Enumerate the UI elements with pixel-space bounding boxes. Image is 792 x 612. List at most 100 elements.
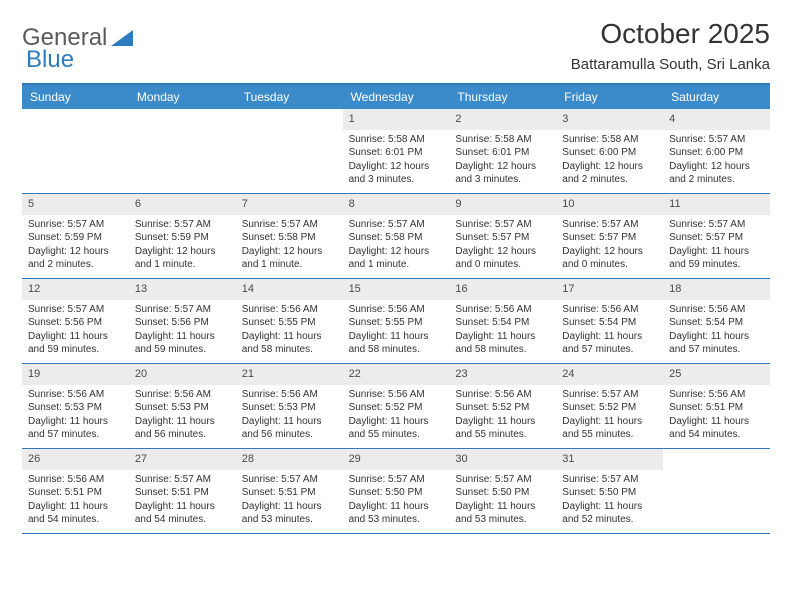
daylight-text: Daylight: 11 hours and 54 minutes. bbox=[28, 500, 123, 527]
cell-content: Sunrise: 5:58 AMSunset: 6:01 PMDaylight:… bbox=[343, 130, 450, 193]
cell-content: Sunrise: 5:58 AMSunset: 6:00 PMDaylight:… bbox=[556, 130, 663, 193]
sunset-text: Sunset: 5:51 PM bbox=[28, 486, 123, 500]
cell-content: Sunrise: 5:58 AMSunset: 6:01 PMDaylight:… bbox=[449, 130, 556, 193]
calendar-cell: 12Sunrise: 5:57 AMSunset: 5:56 PMDayligh… bbox=[22, 279, 129, 363]
calendar-cell: 25Sunrise: 5:56 AMSunset: 5:51 PMDayligh… bbox=[663, 364, 770, 448]
day-number: 14 bbox=[236, 279, 343, 300]
sunrise-text: Sunrise: 5:56 AM bbox=[242, 303, 337, 317]
location-text: Battaramulla South, Sri Lanka bbox=[571, 56, 770, 73]
sunset-text: Sunset: 5:51 PM bbox=[135, 486, 230, 500]
day-headers-row: Sunday Monday Tuesday Wednesday Thursday… bbox=[22, 85, 770, 109]
sunset-text: Sunset: 5:55 PM bbox=[349, 316, 444, 330]
day-number: 24 bbox=[556, 364, 663, 385]
calendar-cell: 9Sunrise: 5:57 AMSunset: 5:57 PMDaylight… bbox=[449, 194, 556, 278]
sunset-text: Sunset: 5:58 PM bbox=[349, 231, 444, 245]
cell-content: Sunrise: 5:57 AMSunset: 5:50 PMDaylight:… bbox=[343, 470, 450, 533]
sunrise-text: Sunrise: 5:56 AM bbox=[669, 388, 764, 402]
daylight-text: Daylight: 11 hours and 58 minutes. bbox=[242, 330, 337, 357]
day-number: 31 bbox=[556, 449, 663, 470]
cell-content bbox=[663, 470, 770, 479]
daylight-text: Daylight: 12 hours and 1 minute. bbox=[135, 245, 230, 272]
sunrise-text: Sunrise: 5:56 AM bbox=[669, 303, 764, 317]
daylight-text: Daylight: 11 hours and 59 minutes. bbox=[28, 330, 123, 357]
sunrise-text: Sunrise: 5:57 AM bbox=[28, 303, 123, 317]
cell-content: Sunrise: 5:56 AMSunset: 5:51 PMDaylight:… bbox=[663, 385, 770, 448]
calendar-cell: 29Sunrise: 5:57 AMSunset: 5:50 PMDayligh… bbox=[343, 449, 450, 533]
sunset-text: Sunset: 5:57 PM bbox=[669, 231, 764, 245]
calendar-cell: 19Sunrise: 5:56 AMSunset: 5:53 PMDayligh… bbox=[22, 364, 129, 448]
daylight-text: Daylight: 11 hours and 56 minutes. bbox=[135, 415, 230, 442]
calendar-cell: 28Sunrise: 5:57 AMSunset: 5:51 PMDayligh… bbox=[236, 449, 343, 533]
day-number: 21 bbox=[236, 364, 343, 385]
sunrise-text: Sunrise: 5:57 AM bbox=[562, 388, 657, 402]
calendar-cell: 26Sunrise: 5:56 AMSunset: 5:51 PMDayligh… bbox=[22, 449, 129, 533]
sunset-text: Sunset: 6:01 PM bbox=[455, 146, 550, 160]
cell-content: Sunrise: 5:57 AMSunset: 5:58 PMDaylight:… bbox=[343, 215, 450, 278]
day-number: 4 bbox=[663, 109, 770, 130]
sunrise-text: Sunrise: 5:57 AM bbox=[562, 473, 657, 487]
calendar-cell: 1Sunrise: 5:58 AMSunset: 6:01 PMDaylight… bbox=[343, 109, 450, 193]
sunrise-text: Sunrise: 5:57 AM bbox=[669, 133, 764, 147]
sunrise-text: Sunrise: 5:57 AM bbox=[28, 218, 123, 232]
daylight-text: Daylight: 11 hours and 53 minutes. bbox=[242, 500, 337, 527]
calendar-cell: 20Sunrise: 5:56 AMSunset: 5:53 PMDayligh… bbox=[129, 364, 236, 448]
day-number: 7 bbox=[236, 194, 343, 215]
week-row: 12Sunrise: 5:57 AMSunset: 5:56 PMDayligh… bbox=[22, 279, 770, 364]
calendar-cell: 5Sunrise: 5:57 AMSunset: 5:59 PMDaylight… bbox=[22, 194, 129, 278]
calendar-cell: 16Sunrise: 5:56 AMSunset: 5:54 PMDayligh… bbox=[449, 279, 556, 363]
day-number: 17 bbox=[556, 279, 663, 300]
sunset-text: Sunset: 5:51 PM bbox=[242, 486, 337, 500]
day-header-mon: Monday bbox=[129, 85, 236, 109]
cell-content: Sunrise: 5:57 AMSunset: 5:59 PMDaylight:… bbox=[129, 215, 236, 278]
sunset-text: Sunset: 5:59 PM bbox=[28, 231, 123, 245]
daylight-text: Daylight: 12 hours and 2 minutes. bbox=[562, 160, 657, 187]
cell-content: Sunrise: 5:56 AMSunset: 5:54 PMDaylight:… bbox=[556, 300, 663, 363]
sunrise-text: Sunrise: 5:56 AM bbox=[242, 388, 337, 402]
sunset-text: Sunset: 6:00 PM bbox=[669, 146, 764, 160]
day-header-fri: Friday bbox=[556, 85, 663, 109]
cell-content: Sunrise: 5:56 AMSunset: 5:53 PMDaylight:… bbox=[236, 385, 343, 448]
cell-content: Sunrise: 5:56 AMSunset: 5:55 PMDaylight:… bbox=[343, 300, 450, 363]
day-number: 8 bbox=[343, 194, 450, 215]
sunrise-text: Sunrise: 5:57 AM bbox=[455, 473, 550, 487]
cell-content bbox=[129, 130, 236, 139]
sunrise-text: Sunrise: 5:58 AM bbox=[349, 133, 444, 147]
sunrise-text: Sunrise: 5:57 AM bbox=[135, 473, 230, 487]
daylight-text: Daylight: 11 hours and 55 minutes. bbox=[349, 415, 444, 442]
calendar-cell: 13Sunrise: 5:57 AMSunset: 5:56 PMDayligh… bbox=[129, 279, 236, 363]
sunset-text: Sunset: 6:01 PM bbox=[349, 146, 444, 160]
cell-content: Sunrise: 5:56 AMSunset: 5:54 PMDaylight:… bbox=[663, 300, 770, 363]
daylight-text: Daylight: 12 hours and 0 minutes. bbox=[562, 245, 657, 272]
daylight-text: Daylight: 11 hours and 58 minutes. bbox=[349, 330, 444, 357]
day-number: 12 bbox=[22, 279, 129, 300]
calendar-cell: 18Sunrise: 5:56 AMSunset: 5:54 PMDayligh… bbox=[663, 279, 770, 363]
calendar-cell: 7Sunrise: 5:57 AMSunset: 5:58 PMDaylight… bbox=[236, 194, 343, 278]
calendar-cell: 14Sunrise: 5:56 AMSunset: 5:55 PMDayligh… bbox=[236, 279, 343, 363]
cell-content: Sunrise: 5:56 AMSunset: 5:53 PMDaylight:… bbox=[22, 385, 129, 448]
daylight-text: Daylight: 11 hours and 57 minutes. bbox=[562, 330, 657, 357]
sunset-text: Sunset: 5:54 PM bbox=[562, 316, 657, 330]
cell-content: Sunrise: 5:56 AMSunset: 5:52 PMDaylight:… bbox=[449, 385, 556, 448]
cell-content: Sunrise: 5:57 AMSunset: 5:52 PMDaylight:… bbox=[556, 385, 663, 448]
sunset-text: Sunset: 5:50 PM bbox=[455, 486, 550, 500]
cell-content: Sunrise: 5:57 AMSunset: 5:57 PMDaylight:… bbox=[663, 215, 770, 278]
sunset-text: Sunset: 5:53 PM bbox=[28, 401, 123, 415]
sunrise-text: Sunrise: 5:57 AM bbox=[242, 218, 337, 232]
sunset-text: Sunset: 5:50 PM bbox=[349, 486, 444, 500]
cell-content bbox=[22, 130, 129, 139]
sunset-text: Sunset: 5:53 PM bbox=[242, 401, 337, 415]
sunset-text: Sunset: 5:52 PM bbox=[455, 401, 550, 415]
daylight-text: Daylight: 11 hours and 53 minutes. bbox=[349, 500, 444, 527]
calendar-cell: 24Sunrise: 5:57 AMSunset: 5:52 PMDayligh… bbox=[556, 364, 663, 448]
calendar-cell: 30Sunrise: 5:57 AMSunset: 5:50 PMDayligh… bbox=[449, 449, 556, 533]
sunset-text: Sunset: 5:50 PM bbox=[562, 486, 657, 500]
sunrise-text: Sunrise: 5:56 AM bbox=[455, 303, 550, 317]
daylight-text: Daylight: 11 hours and 52 minutes. bbox=[562, 500, 657, 527]
day-number: 3 bbox=[556, 109, 663, 130]
calendar-cell: 15Sunrise: 5:56 AMSunset: 5:55 PMDayligh… bbox=[343, 279, 450, 363]
daylight-text: Daylight: 12 hours and 0 minutes. bbox=[455, 245, 550, 272]
calendar-cell: 21Sunrise: 5:56 AMSunset: 5:53 PMDayligh… bbox=[236, 364, 343, 448]
cell-content: Sunrise: 5:56 AMSunset: 5:55 PMDaylight:… bbox=[236, 300, 343, 363]
calendar: Sunday Monday Tuesday Wednesday Thursday… bbox=[22, 83, 770, 534]
day-number: 1 bbox=[343, 109, 450, 130]
